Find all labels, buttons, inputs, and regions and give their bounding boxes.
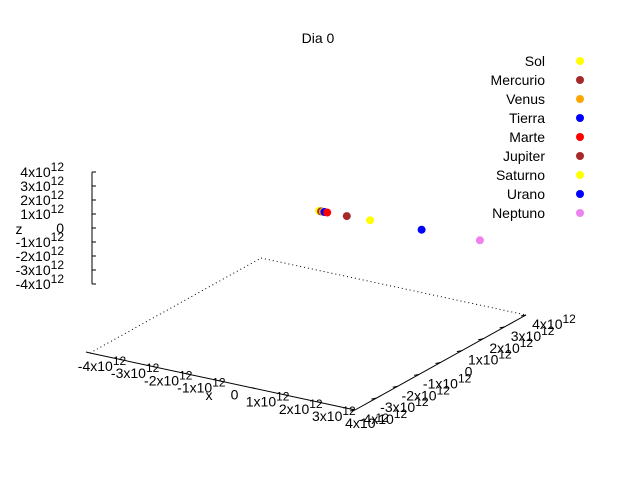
legend-label-marte: Marte xyxy=(509,129,545,145)
x-tick xyxy=(185,372,190,375)
legend: Sol Mercurio Venus Tierra Marte Jupiter Saturn… xyxy=(491,53,584,221)
legend-label-urano: Urano xyxy=(507,186,545,202)
legend-label-tierra: Tierra xyxy=(509,110,545,126)
y-tick xyxy=(435,362,441,364)
point-jupiter xyxy=(342,212,351,221)
y-tick xyxy=(478,338,484,341)
x-tick xyxy=(218,380,223,382)
legend-label-mercurio: Mercurio xyxy=(491,72,546,88)
data-points xyxy=(315,207,484,245)
z-axis-label: z xyxy=(16,221,23,237)
back-right-edge xyxy=(260,257,527,316)
back-left-edge xyxy=(89,257,262,354)
y-tick xyxy=(392,385,398,388)
legend-marker-venus xyxy=(576,95,584,103)
legend-marker-jupiter xyxy=(576,152,584,160)
point-saturno xyxy=(366,216,375,225)
y-tick-label: 0 xyxy=(465,364,473,380)
z-tick-label: 0 xyxy=(56,220,64,236)
legend-label-sol: Sol xyxy=(525,53,545,69)
legend-label-jupiter: Jupiter xyxy=(503,148,545,164)
x-axis-label: x xyxy=(206,387,213,403)
point-neptuno xyxy=(475,236,484,245)
x-tick xyxy=(85,351,91,354)
point-marte xyxy=(323,208,332,217)
point-urano xyxy=(417,225,426,234)
x-tick xyxy=(251,387,256,390)
chart-title: Dia 0 xyxy=(302,30,335,46)
y-tick xyxy=(371,397,377,400)
x-tick xyxy=(152,365,157,368)
legend-label-saturno: Saturno xyxy=(496,167,545,183)
y-tick xyxy=(499,326,505,329)
legend-marker-neptuno xyxy=(576,209,584,217)
legend-marker-urano xyxy=(576,190,584,198)
x-tick-label: 0 xyxy=(231,387,239,403)
x-tick xyxy=(119,358,124,361)
legend-label-neptuno: Neptuno xyxy=(492,205,545,221)
legend-marker-mercurio xyxy=(576,76,584,84)
legend-marker-marte xyxy=(576,133,584,141)
y-tick-label: 4x1012 xyxy=(532,312,576,332)
legend-label-venus: Venus xyxy=(506,91,545,107)
y-tick xyxy=(349,409,356,412)
y-tick xyxy=(414,373,420,376)
legend-marker-sol xyxy=(576,57,584,65)
legend-marker-saturno xyxy=(576,171,584,179)
y-tick xyxy=(520,314,527,317)
y-tick xyxy=(456,350,462,353)
legend-marker-tierra xyxy=(576,114,584,122)
x-tick xyxy=(284,394,289,397)
x-tick xyxy=(317,401,322,404)
